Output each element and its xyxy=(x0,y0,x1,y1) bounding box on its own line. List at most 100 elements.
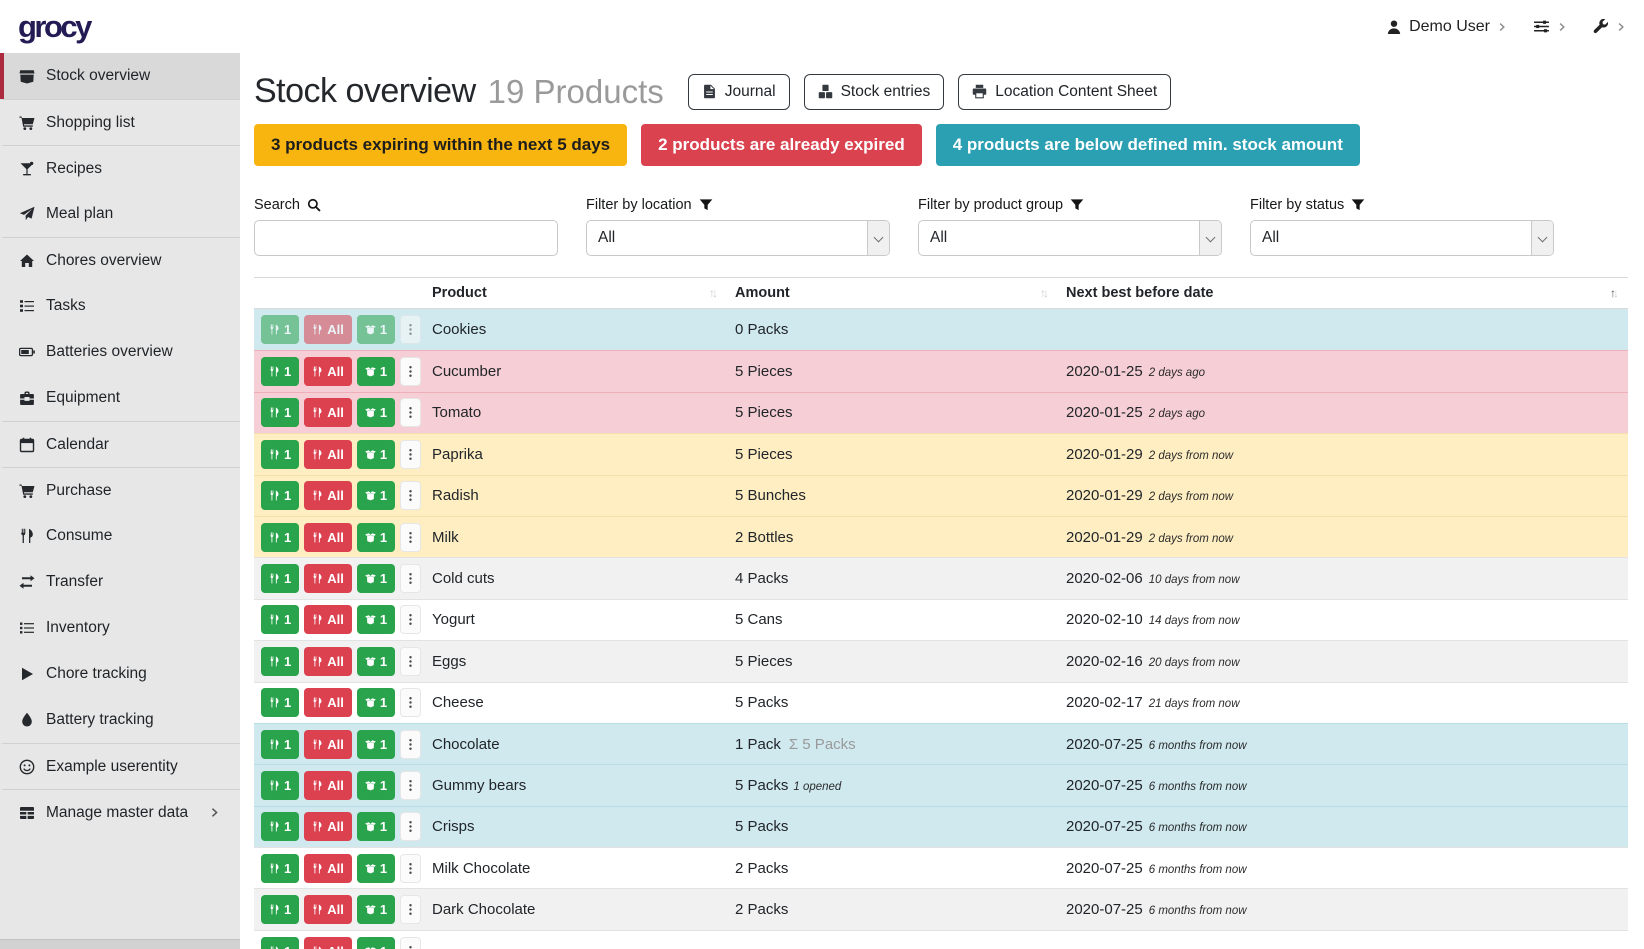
consume-one-button[interactable]: 1 xyxy=(261,770,300,800)
open-one-button[interactable]: 1 xyxy=(356,398,396,428)
open-one-button[interactable]: 1 xyxy=(356,522,396,552)
consume-all-button[interactable]: All xyxy=(304,812,352,842)
sidebar-item-transfer[interactable]: Transfer xyxy=(0,559,240,605)
banner-info[interactable]: 4 products are below defined min. stock … xyxy=(935,124,1360,166)
grocy-logo[interactable]: grocy xyxy=(18,8,92,44)
banner-danger[interactable]: 2 products are already expired xyxy=(641,124,922,166)
sidebar-item-batteries-overview[interactable]: Batteries overview xyxy=(0,329,240,375)
column-header-next-best-before-date[interactable]: Next best before date ↑↓ xyxy=(1058,278,1628,308)
open-one-button[interactable]: 1 xyxy=(356,481,396,511)
consume-all-button[interactable]: All xyxy=(304,936,352,949)
open-one-button[interactable]: 1 xyxy=(356,812,396,842)
row-menu-button[interactable] xyxy=(400,936,422,949)
consume-all-button[interactable]: All xyxy=(304,688,352,718)
filter-filter-by-product-group: Filter by product group All xyxy=(918,197,1222,256)
open-one-button[interactable]: 1 xyxy=(356,853,396,883)
row-menu-button[interactable] xyxy=(400,688,422,718)
open-one-button[interactable]: 1 xyxy=(356,315,396,345)
consume-all-button[interactable]: All xyxy=(304,895,352,925)
stock-entries-button[interactable]: Stock entries xyxy=(803,73,945,110)
consume-one-button[interactable]: 1 xyxy=(261,646,300,676)
consume-all-button[interactable]: All xyxy=(304,605,352,635)
column-header-product[interactable]: Product ↑↓ xyxy=(424,278,727,308)
row-menu-button[interactable] xyxy=(400,522,422,552)
open-one-button[interactable]: 1 xyxy=(356,729,396,759)
sidebar-item-stock-overview[interactable]: Stock overview xyxy=(0,53,240,99)
sidebar-item-inventory[interactable]: Inventory xyxy=(0,605,240,651)
consume-one-button[interactable]: 1 xyxy=(261,605,300,635)
admin-menu[interactable] xyxy=(1593,18,1626,35)
row-menu-button[interactable] xyxy=(400,481,422,511)
filter-by-product-group-select[interactable]: All xyxy=(918,220,1222,256)
consume-one-button[interactable]: 1 xyxy=(261,688,300,718)
row-menu-button[interactable] xyxy=(400,398,422,428)
consume-one-button[interactable]: 1 xyxy=(261,357,300,387)
location-content-sheet-button[interactable]: Location Content Sheet xyxy=(958,73,1172,110)
banner-warning[interactable]: 3 products expiring within the next 5 da… xyxy=(254,124,628,166)
open-one-button[interactable]: 1 xyxy=(356,895,396,925)
filter-by-location-select[interactable]: All xyxy=(586,220,890,256)
row-menu-button[interactable] xyxy=(400,895,422,925)
consume-all-button[interactable]: All xyxy=(304,646,352,676)
row-menu-button[interactable] xyxy=(400,646,422,676)
open-one-button[interactable]: 1 xyxy=(356,936,396,949)
consume-one-button[interactable]: 1 xyxy=(261,812,300,842)
sidebar-item-consume[interactable]: Consume xyxy=(0,513,240,559)
open-one-button[interactable]: 1 xyxy=(356,564,396,594)
journal-button[interactable]: Journal xyxy=(687,73,790,110)
consume-one-button[interactable]: 1 xyxy=(261,522,300,552)
open-one-button[interactable]: 1 xyxy=(356,688,396,718)
sidebar-item-battery-tracking[interactable]: Battery tracking xyxy=(0,697,240,743)
sidebar-item-purchase[interactable]: Purchase xyxy=(0,467,240,513)
row-menu-button[interactable] xyxy=(400,729,422,759)
consume-one-button[interactable]: 1 xyxy=(261,439,300,469)
row-menu-button[interactable] xyxy=(400,770,422,800)
consume-one-button[interactable]: 1 xyxy=(261,564,300,594)
consume-one-button[interactable]: 1 xyxy=(261,895,300,925)
consume-all-button[interactable]: All xyxy=(304,729,352,759)
consume-all-button[interactable]: All xyxy=(304,853,352,883)
open-one-button[interactable]: 1 xyxy=(356,357,396,387)
sidebar-item-tasks[interactable]: Tasks xyxy=(0,283,240,329)
consume-all-button[interactable]: All xyxy=(304,315,352,345)
consume-one-button[interactable]: 1 xyxy=(261,398,300,428)
settings-menu[interactable] xyxy=(1533,18,1567,35)
consume-all-button[interactable]: All xyxy=(304,357,352,387)
consume-all-button[interactable]: All xyxy=(304,564,352,594)
sidebar-item-recipes[interactable]: Recipes xyxy=(0,145,240,191)
sidebar-item-calendar[interactable]: Calendar xyxy=(0,421,240,467)
open-one-button[interactable]: 1 xyxy=(356,770,396,800)
consume-all-button[interactable]: All xyxy=(304,522,352,552)
sidebar-item-chore-tracking[interactable]: Chore tracking xyxy=(0,651,240,697)
consume-one-button[interactable]: 1 xyxy=(261,853,300,883)
column-header-amount[interactable]: Amount ↑↓ xyxy=(727,278,1058,308)
sidebar-item-example-userentity[interactable]: Example userentity xyxy=(0,743,240,789)
open-one-button[interactable]: 1 xyxy=(356,605,396,635)
consume-all-button[interactable]: All xyxy=(304,770,352,800)
row-menu-button[interactable] xyxy=(400,812,422,842)
sidebar-item-equipment[interactable]: Equipment xyxy=(0,375,240,421)
consume-all-button[interactable]: All xyxy=(304,439,352,469)
sidebar-item-meal-plan[interactable]: Meal plan xyxy=(0,191,240,237)
open-one-button[interactable]: 1 xyxy=(356,439,396,469)
consume-all-button[interactable]: All xyxy=(304,481,352,511)
product-name: Eggs xyxy=(432,652,467,670)
row-menu-button[interactable] xyxy=(400,564,422,594)
consume-all-button[interactable]: All xyxy=(304,398,352,428)
user-menu[interactable]: Demo User xyxy=(1386,18,1507,36)
filter-by-status-select[interactable]: All xyxy=(1250,220,1554,256)
row-menu-button[interactable] xyxy=(400,605,422,635)
row-menu-button[interactable] xyxy=(400,853,422,883)
consume-one-button[interactable]: 1 xyxy=(261,729,300,759)
row-menu-button[interactable] xyxy=(400,357,422,387)
open-one-button[interactable]: 1 xyxy=(356,646,396,676)
consume-one-button[interactable]: 1 xyxy=(261,936,300,949)
sidebar-item-shopping-list[interactable]: Shopping list xyxy=(0,99,240,145)
consume-one-button[interactable]: 1 xyxy=(261,315,300,345)
row-menu-button[interactable] xyxy=(400,315,422,345)
sidebar-item-manage-master-data[interactable]: Manage master data xyxy=(0,789,240,835)
consume-one-button[interactable]: 1 xyxy=(261,481,300,511)
search-input[interactable] xyxy=(254,220,558,256)
row-menu-button[interactable] xyxy=(400,439,422,469)
sidebar-item-chores-overview[interactable]: Chores overview xyxy=(0,237,240,283)
